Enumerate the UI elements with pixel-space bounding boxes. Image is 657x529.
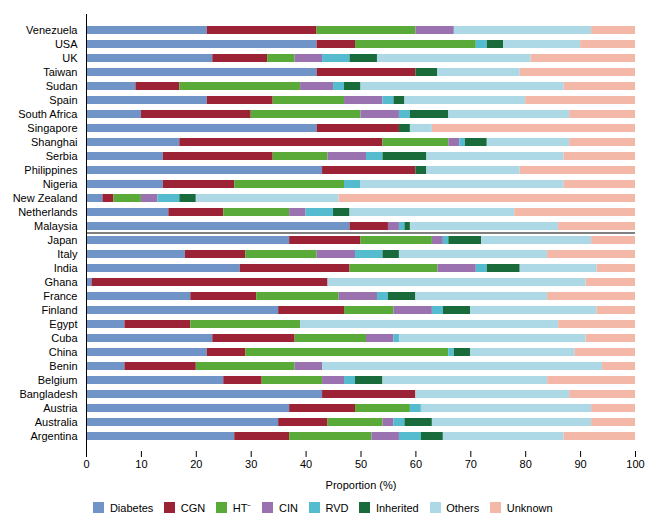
svg-text:100: 100 [626, 458, 644, 470]
svg-text:Nigeria: Nigeria [43, 178, 79, 190]
svg-text:Sudan: Sudan [46, 80, 78, 92]
svg-text:Egypt: Egypt [49, 318, 77, 330]
svg-text:Argentina: Argentina [30, 430, 78, 442]
svg-text:Proportion (%): Proportion (%) [326, 479, 397, 491]
svg-text:10: 10 [135, 458, 147, 470]
svg-text:30: 30 [245, 458, 257, 470]
svg-text:Venezuela: Venezuela [26, 24, 78, 36]
svg-text:Bangladesh: Bangladesh [19, 388, 77, 400]
svg-text:Philippines: Philippines [24, 164, 78, 176]
svg-text:Belgium: Belgium [38, 374, 78, 386]
svg-text:0: 0 [83, 458, 89, 470]
svg-text:Finland: Finland [41, 304, 77, 316]
svg-text:50: 50 [355, 458, 367, 470]
svg-text:Italy: Italy [57, 248, 78, 260]
html-text:CGN: CGN [180, 501, 206, 514]
svg-text:Netherlands: Netherlands [18, 206, 78, 218]
svg-text:Singapore: Singapore [27, 122, 77, 134]
svg-text:Shanghai: Shanghai [31, 136, 78, 148]
html-text:RVD: RVD [325, 501, 349, 514]
svg-text:20: 20 [190, 458, 202, 470]
html-text:Diabetes: Diabetes [109, 501, 154, 514]
svg-text:Malaysia: Malaysia [34, 220, 78, 232]
svg-text:70: 70 [465, 458, 477, 470]
svg-text:Serbia: Serbia [46, 150, 79, 162]
svg-text:Taiwan: Taiwan [43, 66, 77, 78]
svg-text:India: India [54, 262, 79, 274]
svg-text:South Africa: South Africa [18, 108, 78, 120]
html-text:HT⁻: HT⁻ [232, 502, 252, 514]
svg-text:90: 90 [574, 458, 586, 470]
svg-text:France: France [43, 290, 77, 302]
svg-text:UK: UK [62, 52, 78, 64]
html-text:Inherited: Inherited [375, 501, 419, 514]
svg-text:60: 60 [410, 458, 422, 470]
svg-text:Spain: Spain [49, 94, 77, 106]
svg-text:China: China [49, 346, 79, 358]
html-text:Others: Others [446, 501, 480, 514]
svg-text:40: 40 [300, 458, 312, 470]
svg-text:Australia: Australia [35, 416, 79, 428]
svg-text:Ghana: Ghana [44, 276, 78, 288]
svg-text:Cuba: Cuba [51, 332, 78, 344]
svg-text:Benin: Benin [49, 360, 77, 372]
html-text:Unknown: Unknown [506, 501, 553, 514]
svg-text:80: 80 [520, 458, 532, 470]
svg-text:Austria: Austria [43, 402, 78, 414]
html-text:CIN: CIN [278, 501, 298, 514]
svg-text:New Zealand: New Zealand [13, 192, 78, 204]
svg-text:USA: USA [55, 38, 78, 50]
svg-text:Japan: Japan [48, 234, 78, 246]
